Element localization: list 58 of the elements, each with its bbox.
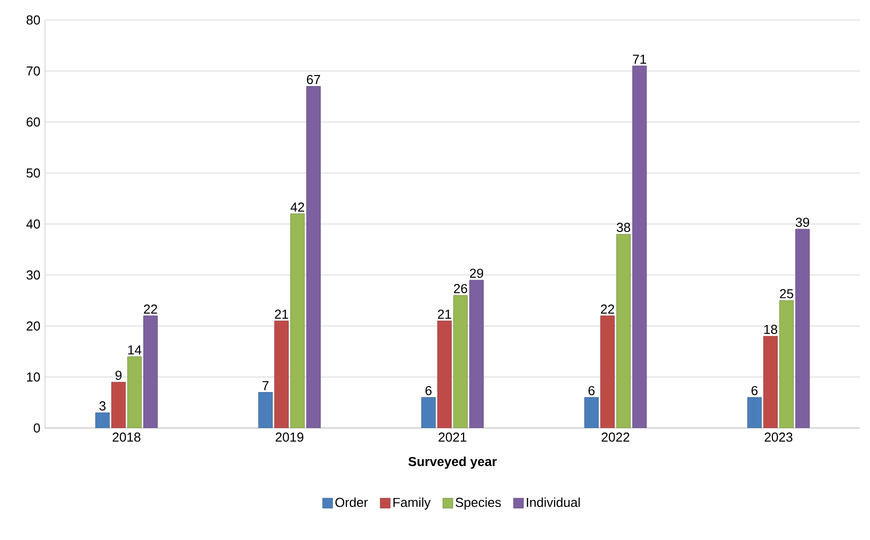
data-label: 21 <box>438 310 452 319</box>
y-tick-label: 30 <box>26 270 40 280</box>
y-tick-label: 70 <box>26 66 40 76</box>
data-label: 29 <box>470 268 484 278</box>
x-tick-label: 2022 <box>602 432 630 442</box>
bar <box>437 320 452 428</box>
y-tick-label: 80 <box>26 15 40 25</box>
y-tick-label: 20 <box>26 321 40 331</box>
legend-label: Individual <box>526 497 580 508</box>
bar <box>795 228 810 428</box>
data-label: 7 <box>262 381 268 390</box>
bar <box>290 214 305 428</box>
x-axis-title: Surveyed year <box>408 456 497 469</box>
bar <box>584 397 599 428</box>
data-label: 22 <box>144 304 158 314</box>
legend-label: Species <box>456 497 501 510</box>
y-tick-label: 50 <box>26 168 40 178</box>
data-label: 14 <box>128 345 142 354</box>
legend-label: Order <box>335 497 368 508</box>
data-label: 9 <box>115 370 122 380</box>
y-tick-label: 0 <box>34 423 40 433</box>
y-tick-label: 10 <box>26 372 40 382</box>
data-label: 26 <box>454 284 468 294</box>
data-label: 67 <box>306 74 320 84</box>
x-tick-label: 2018 <box>112 432 140 442</box>
bar <box>453 295 468 428</box>
x-tick-label: 2019 <box>276 432 304 442</box>
data-label: 3 <box>99 401 106 410</box>
data-label: 6 <box>752 386 758 396</box>
bar <box>763 336 778 428</box>
bar <box>616 234 631 428</box>
data-label: 71 <box>632 54 646 64</box>
legend-label: Family <box>393 497 431 510</box>
bar <box>421 397 436 428</box>
bar <box>747 397 762 428</box>
x-tick-label: 2021 <box>438 432 466 442</box>
bar <box>143 316 158 428</box>
bar <box>469 280 484 428</box>
y-tick-label: 40 <box>26 219 40 229</box>
data-label: 39 <box>796 218 810 227</box>
data-label: 38 <box>616 222 630 232</box>
data-label: 6 <box>588 386 595 396</box>
bar <box>274 320 289 428</box>
bar <box>258 392 273 428</box>
bar <box>600 316 615 428</box>
data-label: 22 <box>600 304 614 314</box>
y-tick-label: 60 <box>26 117 40 127</box>
bar <box>111 382 126 428</box>
data-label: 25 <box>780 289 794 298</box>
bar <box>306 86 321 428</box>
bar <box>779 300 794 428</box>
data-label: 21 <box>274 310 288 319</box>
data-label: 42 <box>290 202 304 212</box>
data-label: 6 <box>426 386 432 396</box>
x-tick-label: 2023 <box>764 432 792 442</box>
bar <box>127 356 142 428</box>
data-label: 18 <box>764 324 778 334</box>
bar <box>632 66 647 428</box>
